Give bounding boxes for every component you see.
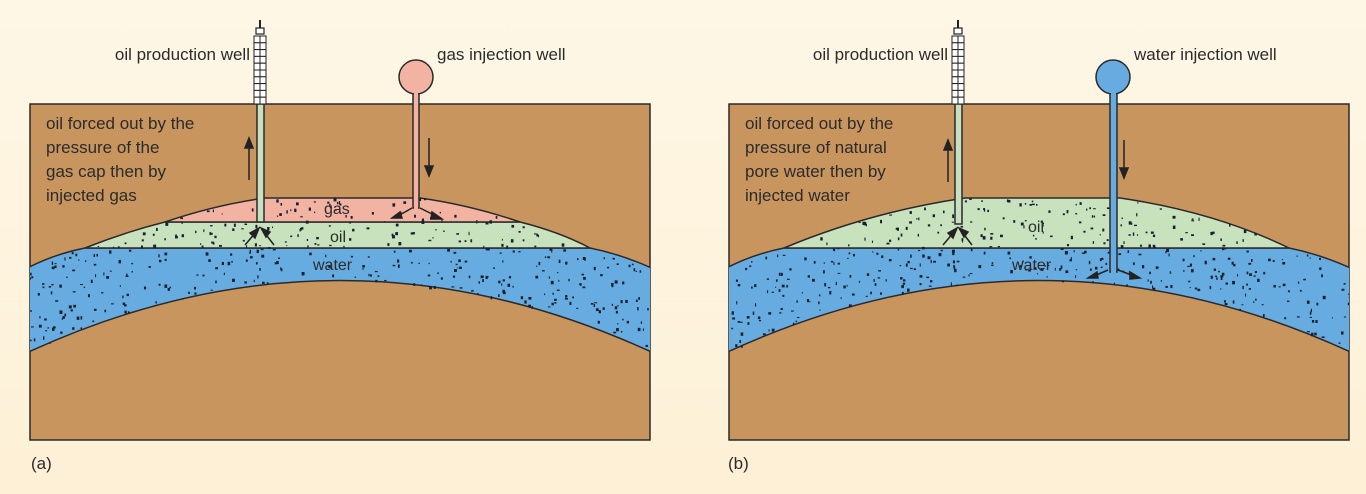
panel-tag: (a): [31, 454, 52, 473]
production-well-label: oil production well: [813, 45, 948, 64]
injection-tank: [398, 59, 434, 95]
flow-arrows: [243, 135, 445, 246]
oil-layer: [783, 197, 1290, 249]
oil-label: oil: [330, 229, 346, 246]
gas-injection-well: [398, 59, 434, 210]
injection-tank: [1095, 59, 1131, 95]
description-line: injected water: [745, 186, 850, 205]
derrick-tower: [951, 20, 965, 105]
flow-arrows: [942, 137, 1143, 280]
description-line: oil forced out by the: [46, 114, 194, 133]
panel-a: oil production well gas injection well o…: [29, 20, 651, 473]
description-line: injected gas: [46, 186, 137, 205]
description-line: oil forced out by the: [745, 114, 893, 133]
description-line: pressure of the: [46, 138, 159, 157]
injection-well-label: water injection well: [1133, 45, 1277, 64]
water-injection-well: [1095, 59, 1131, 274]
panel-tag: (b): [728, 454, 749, 473]
injection-well-label: gas injection well: [437, 45, 566, 64]
water-label: water: [1011, 257, 1052, 274]
description-line: gas cap then by: [46, 162, 167, 181]
oil-production-well: [951, 20, 965, 225]
well-pipe: [954, 103, 963, 225]
gas-label: gas: [324, 201, 350, 218]
description-line: pore water then by: [745, 162, 886, 181]
derrick-tower: [253, 20, 267, 105]
description-line: pressure of natural: [745, 138, 887, 157]
oil-production-well: [253, 20, 267, 223]
production-well-label: oil production well: [115, 45, 250, 64]
water-label: water: [312, 257, 353, 274]
panel-b: oil production well water injection well…: [728, 20, 1350, 473]
oil-label: oil: [1028, 219, 1044, 236]
well-pipe: [256, 103, 265, 223]
water-layer: [30, 247, 650, 353]
